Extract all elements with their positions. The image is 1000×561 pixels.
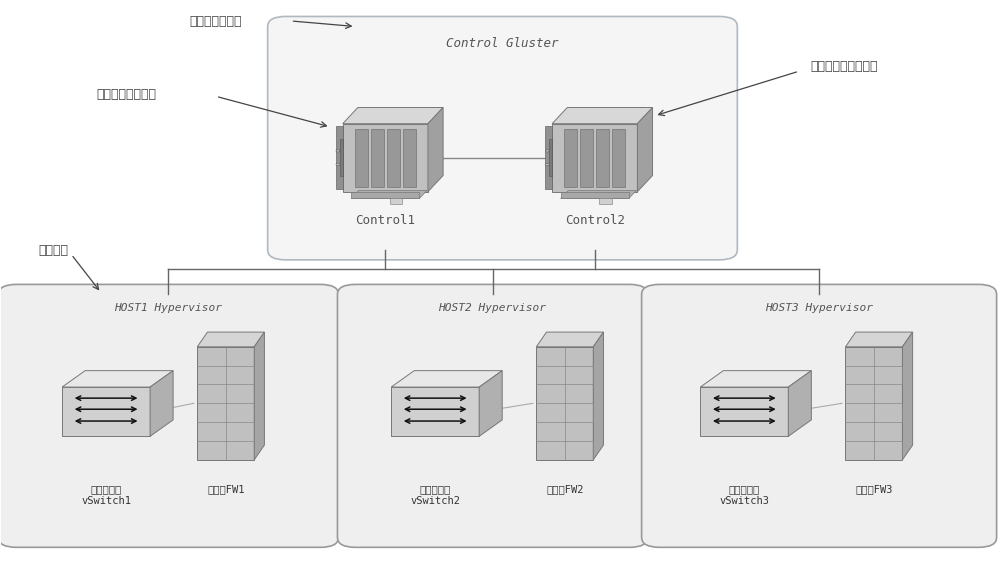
FancyBboxPatch shape: [0, 284, 338, 548]
Polygon shape: [545, 126, 552, 189]
Polygon shape: [536, 332, 603, 347]
Polygon shape: [403, 129, 416, 187]
Text: 虚拟交换机
vSwitch1: 虚拟交换机 vSwitch1: [81, 484, 131, 506]
Polygon shape: [340, 139, 343, 176]
Polygon shape: [549, 139, 552, 176]
Polygon shape: [593, 332, 603, 460]
Polygon shape: [197, 347, 254, 460]
Polygon shape: [150, 371, 173, 436]
Polygon shape: [336, 126, 343, 189]
Text: 防火墙FW1: 防火墙FW1: [207, 484, 245, 494]
Text: 主机节点: 主机节点: [38, 244, 68, 257]
Polygon shape: [351, 192, 419, 199]
Polygon shape: [845, 347, 902, 460]
Polygon shape: [561, 190, 636, 199]
Polygon shape: [637, 108, 653, 192]
Text: 虚拟交换机
vSwitch2: 虚拟交换机 vSwitch2: [410, 484, 460, 506]
Circle shape: [336, 163, 340, 165]
Text: HOST3 Hypervisor: HOST3 Hypervisor: [765, 303, 873, 313]
Text: 防火墙控制器主机: 防火墙控制器主机: [96, 88, 156, 101]
Polygon shape: [371, 129, 384, 187]
FancyBboxPatch shape: [642, 284, 997, 548]
Polygon shape: [197, 332, 264, 347]
Polygon shape: [580, 129, 593, 187]
Polygon shape: [596, 129, 609, 187]
Polygon shape: [254, 332, 264, 460]
Text: Control2: Control2: [565, 214, 625, 227]
Polygon shape: [700, 371, 811, 387]
Text: 虚拟交换机
vSwitch3: 虚拟交换机 vSwitch3: [719, 484, 769, 506]
Polygon shape: [390, 199, 402, 204]
Text: 防火墙FW3: 防火墙FW3: [855, 484, 893, 494]
Text: 云计算管理节点: 云计算管理节点: [190, 15, 242, 29]
Circle shape: [545, 150, 549, 152]
Polygon shape: [479, 371, 502, 436]
Polygon shape: [552, 123, 637, 192]
Text: HOST2 Hypervisor: HOST2 Hypervisor: [439, 303, 547, 313]
Text: 防火墙FW2: 防火墙FW2: [546, 484, 584, 494]
Polygon shape: [561, 192, 629, 199]
Text: Control Gluster: Control Gluster: [446, 36, 559, 49]
Text: HOST1 Hypervisor: HOST1 Hypervisor: [114, 303, 222, 313]
FancyBboxPatch shape: [337, 284, 648, 548]
Polygon shape: [343, 108, 443, 123]
Polygon shape: [343, 123, 428, 192]
Polygon shape: [845, 332, 913, 347]
Circle shape: [545, 163, 549, 165]
Polygon shape: [428, 108, 443, 192]
Polygon shape: [599, 199, 612, 204]
Polygon shape: [700, 387, 788, 436]
Polygon shape: [62, 387, 150, 436]
Polygon shape: [62, 371, 173, 387]
FancyBboxPatch shape: [268, 16, 737, 260]
Polygon shape: [391, 371, 502, 387]
Polygon shape: [391, 387, 479, 436]
Polygon shape: [564, 129, 577, 187]
Polygon shape: [536, 347, 593, 460]
Polygon shape: [387, 129, 400, 187]
Polygon shape: [552, 108, 653, 123]
Polygon shape: [612, 129, 625, 187]
Text: 防火墙控制器备用机: 防火墙控制器备用机: [810, 60, 878, 73]
Polygon shape: [351, 190, 427, 199]
Polygon shape: [902, 332, 913, 460]
Circle shape: [336, 150, 340, 152]
Text: Control1: Control1: [355, 214, 415, 227]
Polygon shape: [355, 129, 368, 187]
Polygon shape: [788, 371, 811, 436]
